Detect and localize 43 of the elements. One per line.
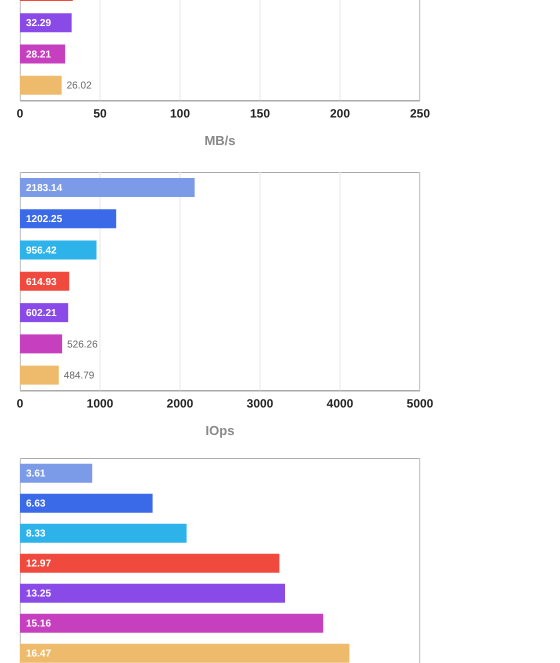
bar — [20, 524, 187, 543]
data-label: 602.21 — [26, 308, 58, 320]
bar — [20, 494, 153, 513]
x-tick-label: 1000 — [86, 396, 114, 411]
data-label: 28.21 — [26, 49, 52, 60]
x-tick-label: 3000 — [246, 396, 274, 411]
x-tick-label: 250 — [410, 106, 430, 121]
data-label: 16.47 — [26, 648, 52, 660]
data-label: 6.63 — [26, 498, 46, 510]
x-tick-label: 0 — [16, 106, 24, 121]
data-label: 13.25 — [26, 588, 52, 600]
x-tick-label: 200 — [330, 106, 350, 121]
data-label: 2183.14 — [26, 182, 63, 194]
bar — [20, 644, 350, 663]
data-label: 15.16 — [26, 618, 52, 630]
data-label: 32.29 — [26, 18, 52, 30]
data-label: 8.33 — [26, 528, 46, 540]
x-axis-title: IOps — [206, 423, 234, 438]
x-tick-label: 2000 — [166, 396, 194, 411]
bar — [20, 209, 116, 228]
data-label: 12.97 — [26, 558, 52, 570]
data-label: 1202.25 — [26, 214, 63, 226]
bar — [20, 366, 59, 385]
data-label: 3.61 — [26, 468, 46, 480]
data-label: 26.02 — [66, 80, 92, 92]
bar — [20, 334, 62, 354]
data-label: 484.79 — [64, 370, 95, 382]
bar — [20, 464, 92, 483]
x-axis-title: MB/s — [204, 133, 236, 148]
x-tick-label: 0 — [16, 396, 24, 411]
x-tick-label: 100 — [170, 106, 190, 121]
x-tick-label: 4000 — [326, 396, 354, 411]
x-tick-label: 50 — [93, 106, 107, 121]
bar — [20, 554, 280, 573]
x-tick-label: 5000 — [406, 396, 434, 411]
data-label: 526.26 — [67, 339, 98, 350]
bar — [20, 614, 324, 633]
bar — [20, 178, 195, 197]
bar — [20, 584, 285, 603]
x-tick-label: 150 — [250, 106, 270, 121]
bar — [20, 240, 97, 260]
data-label: 614.93 — [26, 276, 58, 288]
data-label: 956.42 — [26, 246, 58, 257]
